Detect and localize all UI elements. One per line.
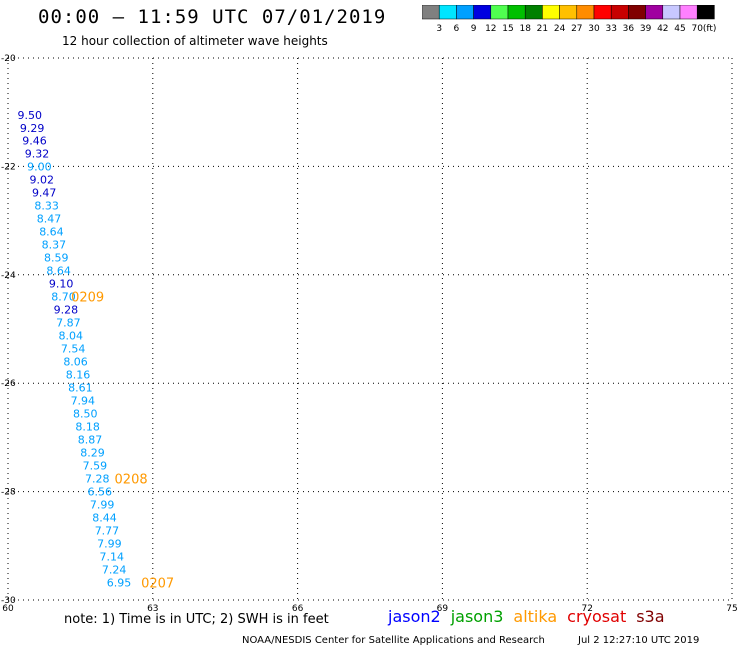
wave-height-value: 9.46 bbox=[22, 134, 47, 147]
wave-height-value: 8.47 bbox=[37, 212, 62, 225]
colorbar-swatch bbox=[490, 5, 509, 20]
longitude-tick-label: 75 bbox=[726, 604, 737, 614]
wave-height-value: 8.64 bbox=[46, 264, 71, 277]
wave-height-value: 9.50 bbox=[17, 109, 42, 122]
colorbar-label: 18 bbox=[519, 24, 531, 34]
longitude-tick-label: 60 bbox=[2, 604, 14, 614]
map-title: 00:00 – 11:59 UTC 07/01/2019 bbox=[38, 6, 387, 28]
wave-height-value: 7.28 bbox=[85, 473, 110, 486]
latitude-tick-label: -20 bbox=[1, 54, 16, 64]
wave-height-value: 8.06 bbox=[63, 356, 88, 369]
colorbar-swatch bbox=[473, 5, 492, 20]
colorbar-swatch bbox=[456, 5, 474, 20]
wave-height-value: 9.00 bbox=[27, 160, 52, 173]
wave-height-value: 8.29 bbox=[80, 447, 105, 460]
wave-height-value: 7.99 bbox=[90, 499, 115, 512]
colorbar-label: 24 bbox=[554, 24, 566, 34]
map-subtitle: 12 hour collection of altimeter wave hei… bbox=[62, 34, 328, 48]
colorbar-label: 70 bbox=[691, 24, 703, 34]
colorbar-swatch bbox=[507, 5, 526, 20]
pass-time-label: 0209 bbox=[71, 290, 104, 305]
wave-height-value: 7.24 bbox=[102, 564, 127, 577]
colorbar-label: 27 bbox=[571, 24, 582, 34]
wave-height-value: 8.44 bbox=[92, 512, 117, 525]
legend-s3a: s3a bbox=[636, 607, 665, 626]
wave-height-value: 7.99 bbox=[97, 538, 122, 551]
colorbar-swatch bbox=[542, 5, 560, 20]
colorbar-label: 9 bbox=[471, 24, 477, 34]
credit-line: NOAA/NESDIS Center for Satellite Applica… bbox=[242, 635, 545, 646]
colorbar-swatch bbox=[628, 5, 646, 20]
wave-height-value: 8.61 bbox=[68, 382, 93, 395]
colorbar-label: 15 bbox=[502, 24, 513, 34]
wave-height-value: 9.28 bbox=[54, 303, 79, 316]
colorbar-label: 45 bbox=[674, 24, 685, 34]
footer-note: note: 1) Time is in UTC; 2) SWH is in fe… bbox=[64, 612, 329, 627]
colorbar-swatch bbox=[662, 5, 681, 20]
colorbar-swatch bbox=[696, 5, 715, 20]
latitude-tick-label: -26 bbox=[1, 379, 16, 389]
colorbar-swatch bbox=[559, 5, 578, 20]
colorbar-label: 12 bbox=[485, 24, 496, 34]
wave-height-value: 7.77 bbox=[95, 525, 120, 538]
wave-height-value: 7.94 bbox=[71, 395, 96, 408]
colorbar-label: 33 bbox=[605, 24, 616, 34]
colorbar-swatch bbox=[610, 5, 629, 20]
colorbar-label: 3 bbox=[436, 24, 442, 34]
latitude-tick-label: -24 bbox=[1, 271, 16, 281]
wave-height-value: 8.70 bbox=[51, 290, 76, 303]
wave-height-value: 6.56 bbox=[87, 486, 112, 499]
latitude-tick-label: -28 bbox=[1, 488, 16, 498]
colorbar-label: 42 bbox=[657, 24, 668, 34]
colorbar-swatch bbox=[576, 5, 595, 20]
colorbar-label: 21 bbox=[537, 24, 548, 34]
wave-height-value: 9.10 bbox=[49, 277, 74, 290]
legend-jason2: jason2 bbox=[388, 607, 441, 626]
pass-time-label: 0208 bbox=[115, 473, 148, 488]
colorbar-label: 30 bbox=[588, 24, 600, 34]
wave-height-value: 8.33 bbox=[34, 199, 59, 212]
latitude-tick-label: -30 bbox=[1, 596, 16, 606]
colorbar-unit: (ft) bbox=[703, 24, 717, 34]
wave-height-value: 9.29 bbox=[20, 122, 45, 135]
wave-height-value: 9.47 bbox=[32, 186, 57, 199]
wave-height-value: 8.87 bbox=[78, 434, 103, 447]
wave-height-value: 8.37 bbox=[42, 238, 67, 251]
color-scale-legend: 3 6 9 12 15 18 21 24 27 30 33 36 39 42 45 70 (ft) bbox=[422, 5, 717, 34]
wave-height-value: 6.95 bbox=[107, 577, 132, 590]
pass-time-label: 0207 bbox=[141, 577, 174, 592]
wave-height-value: 8.50 bbox=[73, 408, 98, 421]
wave-height-value: 7.54 bbox=[61, 343, 86, 356]
wave-height-value: 7.14 bbox=[100, 551, 125, 564]
colorbar-swatch bbox=[645, 5, 664, 20]
wave-height-value: 8.04 bbox=[58, 330, 83, 343]
wave-height-value: 9.02 bbox=[30, 173, 55, 186]
colorbar-label: 6 bbox=[454, 24, 460, 34]
colorbar-swatch bbox=[422, 5, 440, 20]
latitude-tick-label: -22 bbox=[1, 162, 16, 172]
wave-height-value: 7.87 bbox=[56, 316, 81, 329]
legend-altika: altika bbox=[513, 607, 558, 626]
legend-jason3: jason3 bbox=[450, 607, 504, 626]
generated-timestamp: Jul 2 12:27:10 UTC 2019 bbox=[578, 635, 700, 646]
satellite-legend: jason2 jason3 altika cryosat s3a bbox=[388, 607, 675, 626]
colorbar-label: 36 bbox=[623, 24, 635, 34]
colorbar-label: 39 bbox=[640, 24, 652, 34]
colorbar-swatch bbox=[679, 5, 698, 20]
wave-height-value: 7.59 bbox=[83, 460, 108, 473]
legend-cryosat: cryosat bbox=[567, 607, 627, 626]
wave-height-value: 8.18 bbox=[75, 421, 100, 434]
colorbar-swatch bbox=[438, 5, 457, 20]
colorbar-swatch bbox=[593, 5, 612, 20]
wave-height-value: 8.16 bbox=[66, 369, 91, 382]
wave-height-value: 8.59 bbox=[44, 251, 69, 264]
wave-height-value: 8.64 bbox=[39, 225, 64, 238]
wave-height-value: 9.32 bbox=[25, 147, 50, 160]
colorbar-swatch bbox=[524, 5, 543, 20]
